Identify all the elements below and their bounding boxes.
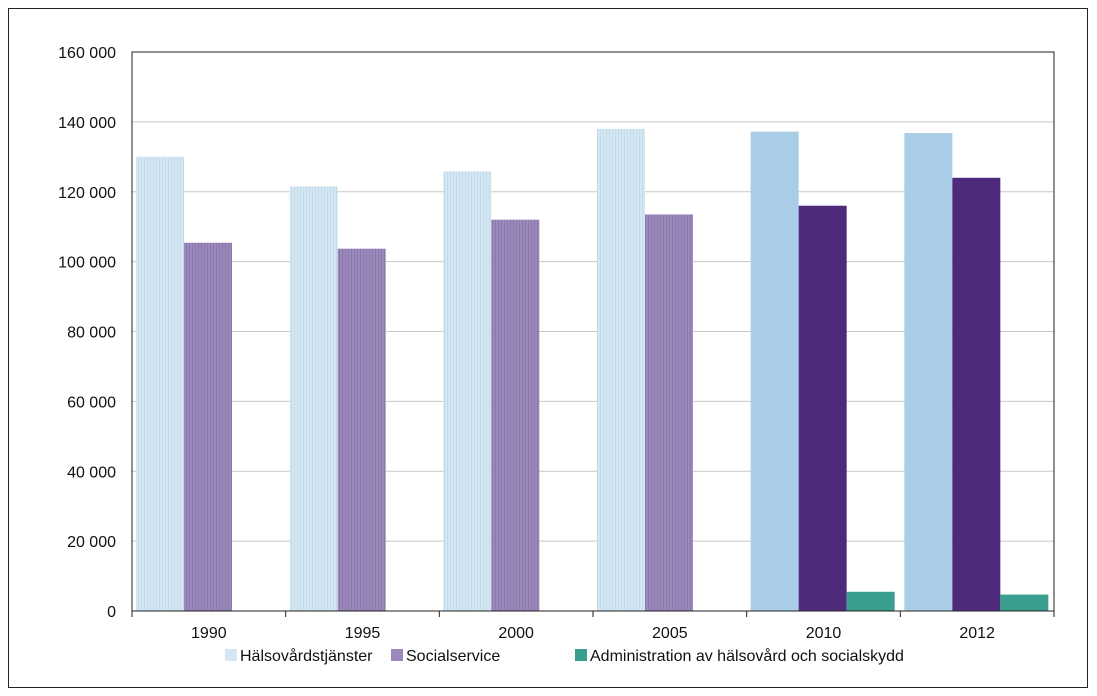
- bar-socialservice: [491, 219, 540, 611]
- bar-halsovardstjanster: [289, 186, 338, 611]
- bar-socialservice: [337, 248, 386, 611]
- bar-administration: [1000, 594, 1049, 611]
- x-tick-label: 2010: [806, 625, 842, 642]
- bar-administration: [846, 591, 895, 611]
- bar-socialservice: [952, 177, 1001, 611]
- bars-group: [136, 128, 1049, 612]
- x-tick-label: 2012: [959, 625, 995, 642]
- axes: [131, 51, 1055, 617]
- legend-item-socialservice-label: Socialservice: [406, 648, 500, 665]
- bar-halsovardstjanster: [443, 171, 492, 611]
- legend: Hälsovårdstjänster Socialservice Administr…: [225, 647, 904, 665]
- legend-item-halsovardstjanster-label: Hälsovårdstjänster: [240, 647, 373, 665]
- bar-chart: 0 20 000 40 000 60 000 80 000 100 000 120 000 1…: [58, 45, 1055, 665]
- x-tick-label: 2000: [498, 625, 534, 642]
- bar-halsovardstjanster: [136, 156, 184, 611]
- legend-item-administration-label: Administration av hälsovård och socialsk…: [590, 647, 904, 665]
- grid-lines: [132, 51, 1054, 542]
- y-tick-label: 120 000: [58, 185, 116, 202]
- legend-item-halsovardstjanster-swatch: [225, 649, 237, 661]
- bar-halsovardstjanster: [597, 128, 645, 612]
- y-tick-label: 140 000: [58, 115, 116, 132]
- x-tick-label: 1995: [345, 625, 381, 642]
- x-tick-label: 2005: [652, 625, 688, 642]
- bar-halsovardstjanster: [750, 131, 799, 611]
- y-tick-label: 0: [107, 604, 116, 621]
- bar-socialservice: [645, 214, 693, 611]
- y-tick-label: 40 000: [67, 464, 116, 481]
- y-tick-label: 20 000: [67, 534, 116, 551]
- legend-item-administration-swatch: [575, 649, 587, 661]
- bar-halsovardstjanster: [904, 133, 953, 611]
- x-tick-label: 1990: [191, 625, 227, 642]
- y-tick-label: 60 000: [67, 394, 116, 411]
- x-axis-labels: 1990 1995 2000 2005 2010 2012: [191, 625, 995, 642]
- chart-frame: 0 20 000 40 000 60 000 80 000 100 000 120 000 1…: [8, 8, 1088, 688]
- y-tick-label: 80 000: [67, 325, 116, 342]
- bar-socialservice: [184, 242, 232, 612]
- y-tick-label: 160 000: [58, 45, 116, 62]
- y-axis-labels: 0 20 000 40 000 60 000 80 000 100 000 120 000 1…: [58, 45, 116, 621]
- legend-item-socialservice-swatch: [391, 649, 403, 661]
- bar-socialservice: [798, 205, 847, 611]
- y-tick-label: 100 000: [58, 255, 116, 272]
